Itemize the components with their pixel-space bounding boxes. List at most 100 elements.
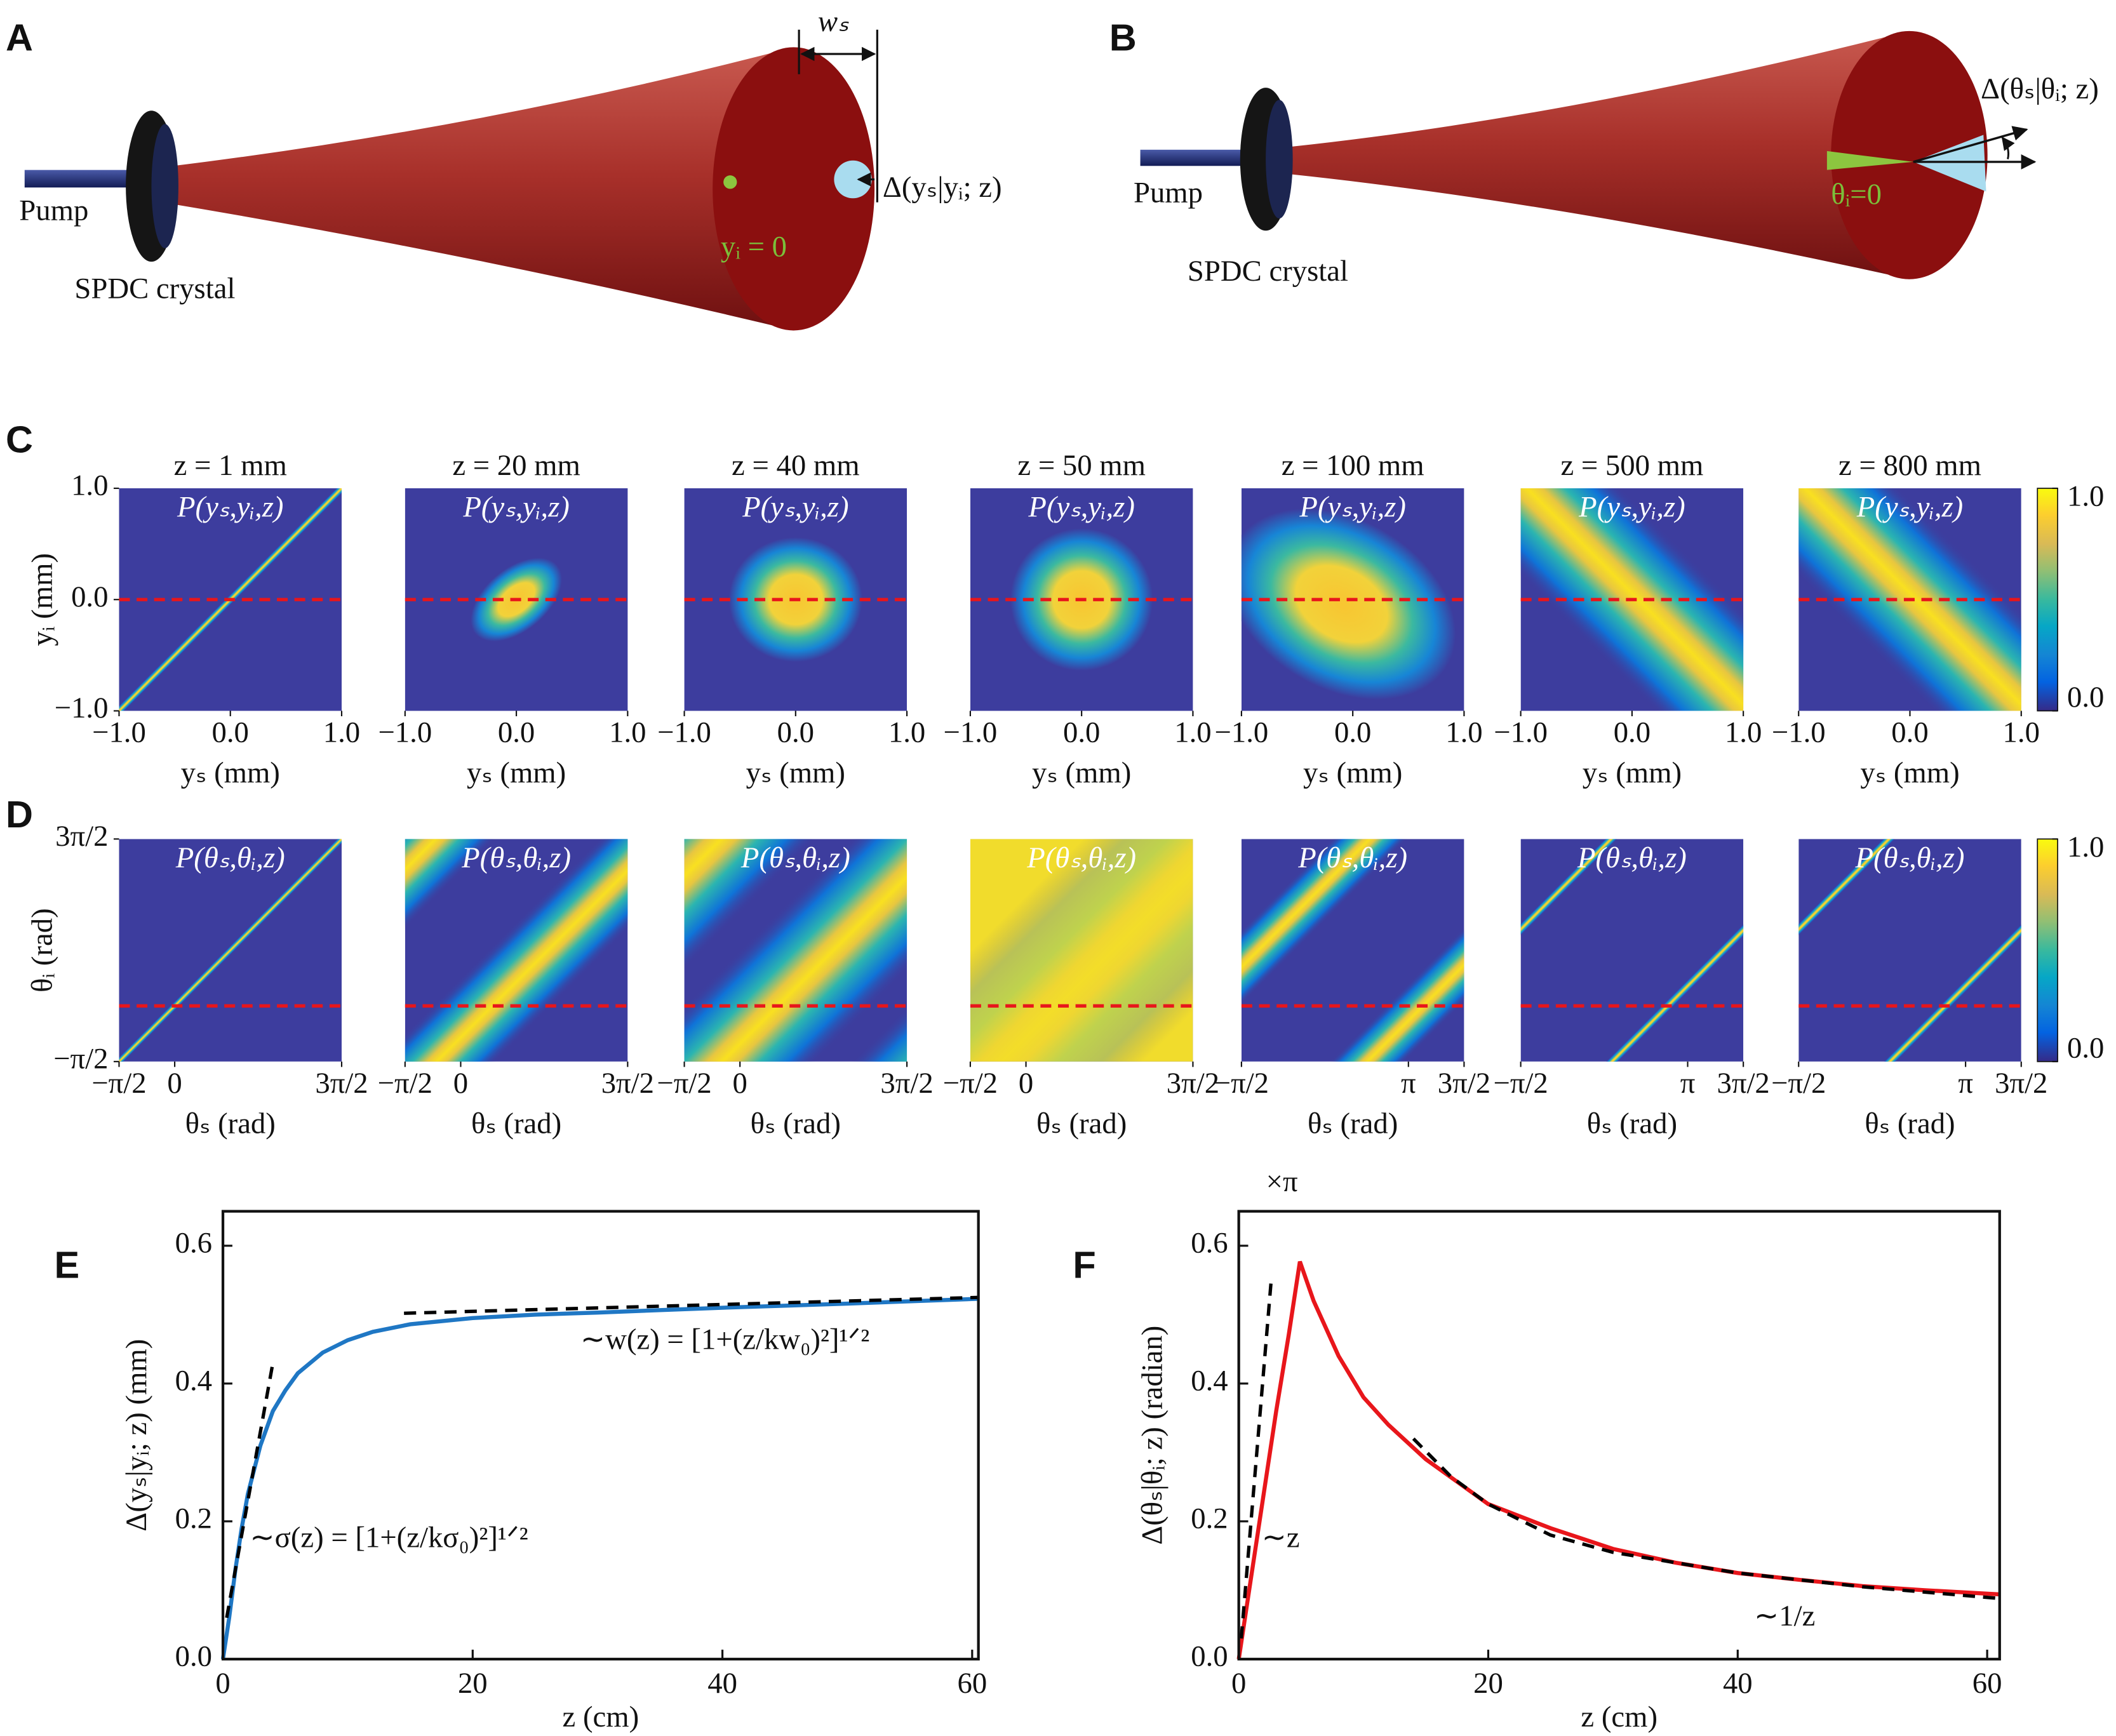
y-tick-label: 0.2	[175, 1502, 212, 1535]
heatmap-band	[1520, 488, 1744, 711]
heatmap-band	[1520, 839, 1744, 1062]
y-axis-label: θᵢ (rad)	[25, 908, 58, 992]
x-axis-label: θₛ (rad)	[1865, 1107, 1955, 1140]
y-tick-label: 0.6	[175, 1227, 212, 1260]
plot-frame	[221, 1210, 980, 1661]
panel-d: P(θₛ,θᵢ,z) −π/2 0 3π/2 θₛ (rad) P(θₛ,θᵢ,z) −π/…	[25, 820, 2104, 1140]
x-axis-label: yₛ (mm)	[1303, 756, 1402, 789]
heatmap-band	[1241, 839, 1464, 1062]
x-tick-label: 0.0	[1063, 716, 1100, 749]
conditional-wedge	[1913, 135, 1986, 192]
panel-b: B Δ(θₛ|θᵢ; z) θᵢ=0 Pump SPDC crystal	[1109, 16, 2099, 288]
colorbar-tick-label: 0.0	[2067, 681, 2104, 714]
x-tick-label: 1.0	[1445, 716, 1482, 749]
x-tick-label: 0	[1231, 1667, 1246, 1700]
annotation: ∼z	[1262, 1521, 1300, 1554]
x-axis-label: yₛ (mm)	[1860, 756, 1959, 789]
pump-label: Pump	[19, 194, 88, 227]
annotation: ∼w(z) = [1+(z/kw₀)²]¹ᐟ²	[580, 1323, 869, 1356]
x-tick-label: −1.0	[92, 716, 146, 749]
x-tick-label: 0.0	[1614, 716, 1651, 749]
angle-arrow	[1913, 126, 2028, 163]
y-tick-label: 0.0	[1191, 1640, 1228, 1673]
x-tick-label: 0	[167, 1067, 182, 1100]
map-title: z = 500 mm	[1560, 449, 1703, 482]
heatmap-band	[405, 839, 628, 1062]
map-label: P(yₛ,yᵢ,z)	[1578, 491, 1685, 524]
origin-wedge	[1826, 150, 1913, 170]
x-tick-label: −π/2	[91, 1067, 146, 1100]
x-tick-label: 3π/2	[880, 1067, 933, 1100]
x-tick-label: −π/2	[657, 1067, 711, 1100]
heatmap	[1241, 839, 1464, 1062]
heatmap	[684, 839, 907, 1062]
delta-label: Δ(yₛ|yᵢ; z)	[883, 171, 1002, 204]
map-label: P(θₛ,θᵢ,z)	[1026, 841, 1136, 874]
y-tick-label: 0.4	[175, 1365, 212, 1398]
heatmap-band	[1520, 839, 1744, 1062]
panel-letter: A	[6, 16, 33, 58]
panel-letter: C	[6, 418, 33, 460]
x-axis-label: yₛ (mm)	[1032, 756, 1131, 789]
heatmap-band	[684, 839, 907, 1062]
delta-label: Δ(θₛ|θᵢ; z)	[1981, 72, 2099, 105]
y-tick-label: 0.6	[1191, 1227, 1228, 1260]
heatmap-band	[405, 839, 628, 1062]
x-tick-label: 3π/2	[1995, 1067, 2047, 1100]
panel-letter: E	[55, 1244, 80, 1286]
y-axis-label: yᵢ (mm)	[25, 553, 58, 646]
x-tick-label: 0.0	[212, 716, 249, 749]
annotation: ∼σ(z) = [1+(z/kσ₀)²]¹ᐟ²	[250, 1521, 528, 1554]
y-axis-label: Δ(yₛ|yᵢ; z) (mm)	[120, 1339, 153, 1532]
crystal-label: SPDC crystal	[1188, 255, 1348, 288]
x-axis-label: yₛ (mm)	[467, 756, 566, 789]
annotation: ∼1/z	[1754, 1599, 1815, 1633]
x-tick-label: 3π/2	[601, 1067, 654, 1100]
y-tick-label: 0.0	[71, 580, 108, 613]
map-label: P(θₛ,θᵢ,z)	[1577, 841, 1687, 874]
map-label: P(yₛ,yᵢ,z)	[1299, 491, 1405, 524]
map-label: P(yₛ,yᵢ,z)	[462, 491, 569, 524]
x-tick-label: 1.0	[2003, 716, 2040, 749]
heatmap-band	[684, 839, 907, 1062]
pump-label: Pump	[1134, 177, 1203, 210]
x-tick-label: 40	[707, 1667, 737, 1700]
heatmap	[1798, 839, 2021, 1062]
x-axis-label: θₛ (rad)	[751, 1107, 841, 1140]
x-tick-label: −1.0	[944, 716, 998, 749]
map-title: z = 1 mm	[174, 449, 287, 482]
x-tick-label: 1.0	[609, 716, 646, 749]
map-label: P(θₛ,θᵢ,z)	[1297, 841, 1407, 874]
panel-a: A wₛ Δ(yₛ|yᵢ; z) yᵢ = 0 Pump SPDC crysta…	[6, 5, 1002, 331]
x-axis-label: θₛ (rad)	[1308, 1107, 1398, 1140]
x-tick-label: 40	[1723, 1667, 1753, 1700]
x-tick-label: 0	[215, 1667, 230, 1700]
x-tick-label: 0	[453, 1067, 468, 1100]
x-tick-label: 0.0	[1891, 716, 1928, 749]
heatmap	[1520, 839, 1744, 1062]
x-tick-label: 3π/2	[1438, 1067, 1490, 1100]
x-tick-label: π	[1401, 1067, 1416, 1100]
heatmap-band	[1798, 839, 2021, 1062]
angle-arc	[2001, 137, 2015, 160]
colorbar	[2037, 488, 2058, 712]
map-label: P(yₛ,yᵢ,z)	[742, 491, 849, 524]
map-label: P(θₛ,θᵢ,z)	[740, 841, 850, 874]
x-tick-label: −π/2	[378, 1067, 432, 1100]
width-label: wₛ	[818, 5, 849, 38]
x-tick-label: −1.0	[1494, 716, 1548, 749]
x-tick-label: 1.0	[323, 716, 360, 749]
heatmap	[970, 839, 1193, 1062]
origin-label: θᵢ=0	[1831, 178, 1882, 211]
chart: F 0 20 40 60 0.0 0.2 0.4 0.6 z (cm) Δ(θₛ|θᵢ; z) (r…	[1073, 1165, 2002, 1733]
x-tick-label: π	[1680, 1067, 1696, 1100]
colorbar	[2037, 838, 2058, 1062]
x-tick-label: 0.0	[498, 716, 535, 749]
map-title: z = 20 mm	[452, 449, 580, 482]
y-tick-label: 0.0	[175, 1640, 212, 1673]
x-tick-label: 3π/2	[315, 1067, 368, 1100]
asymptote-line	[225, 1362, 275, 1619]
map-label: P(θₛ,θᵢ,z)	[461, 841, 571, 874]
origin-label: yᵢ = 0	[721, 230, 787, 264]
